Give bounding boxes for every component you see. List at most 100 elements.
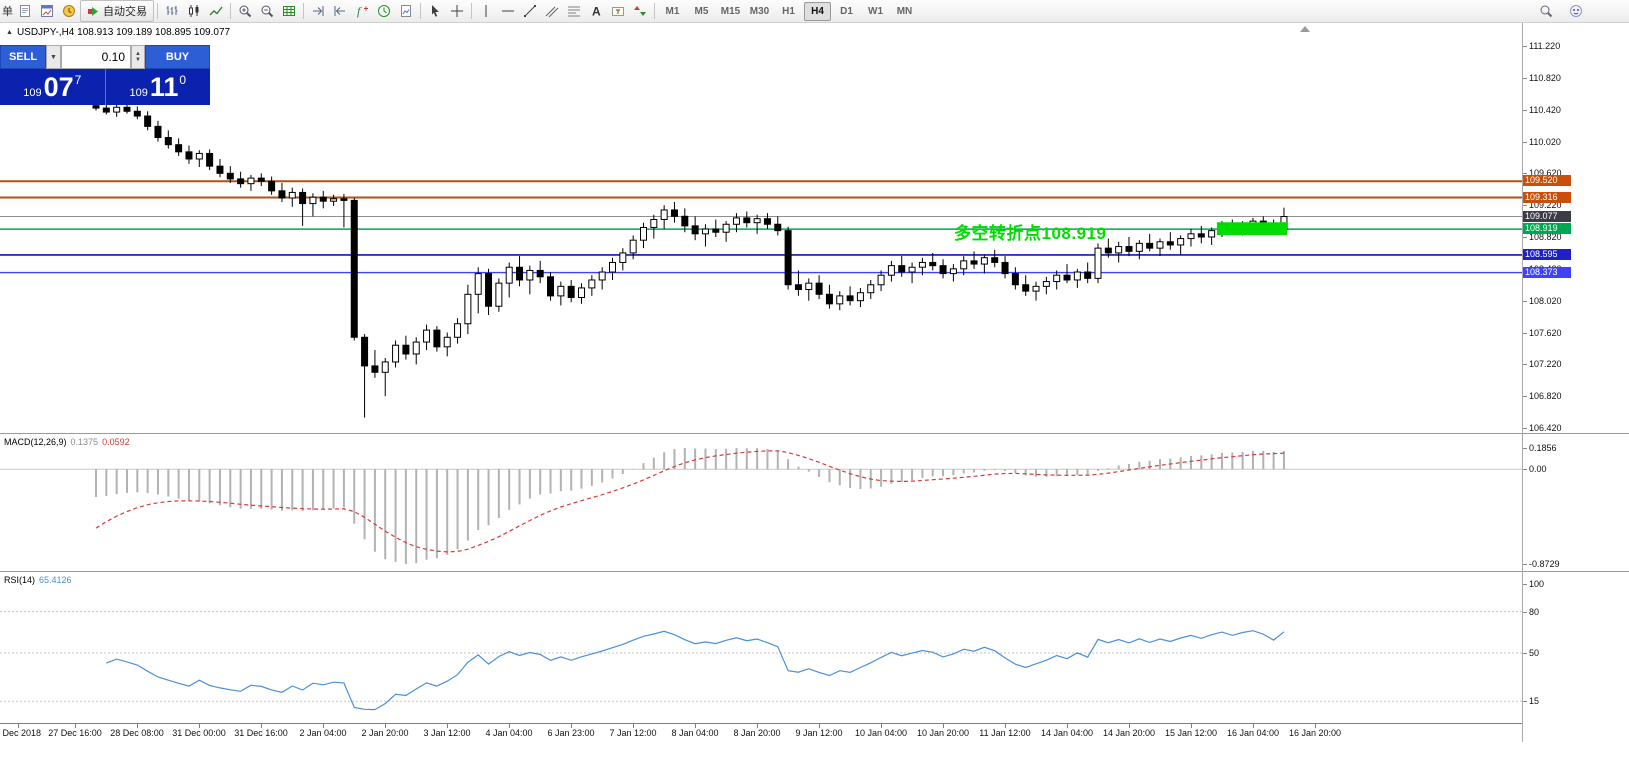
time-tick — [199, 724, 200, 728]
macd-name: MACD(12,26,9) — [4, 437, 67, 447]
arrows-icon[interactable] — [629, 1, 651, 21]
new-order-icon[interactable] — [14, 1, 36, 21]
main-chart[interactable] — [0, 23, 1522, 433]
panel-separator[interactable] — [0, 571, 1629, 572]
chart-window-icon[interactable] — [36, 1, 58, 21]
macd-main-value: 0.1375 — [70, 437, 99, 447]
time-axis[interactable]: 7 Dec 2018 27 Dec 16:00 28 Dec 08:00 31 Dec… — [0, 723, 1522, 743]
channel-icon[interactable] — [541, 1, 563, 21]
line-chart-icon[interactable] — [205, 1, 227, 21]
price-axis-tick: 108.020 — [1529, 295, 1562, 306]
chart-shift-icon[interactable] — [329, 1, 351, 21]
price-level-label: 109.520 — [1523, 175, 1571, 187]
time-tick — [323, 724, 324, 728]
toolbar-separator — [157, 3, 158, 19]
crosshair-icon[interactable] — [446, 1, 468, 21]
price-level-label: 108.595 — [1523, 248, 1571, 260]
time-label: 16 Jan 20:00 — [1288, 728, 1342, 738]
macd-panel[interactable] — [0, 434, 1522, 571]
time-tick — [1315, 724, 1316, 728]
auto-trading-button[interactable]: 自动交易 — [80, 0, 154, 22]
time-tick — [943, 724, 944, 728]
new-order-button[interactable]: 单 — [2, 6, 13, 18]
time-label: 7 Jan 12:00 — [609, 728, 657, 738]
zoom-in-icon[interactable] — [234, 1, 256, 21]
price-axis-tick: 106.820 — [1529, 391, 1562, 402]
price-axis-tick: 106.420 — [1529, 423, 1562, 433]
text-label-icon[interactable] — [607, 1, 629, 21]
fibonacci-icon[interactable] — [563, 1, 585, 21]
timeframe-button-d1[interactable]: D1 — [840, 5, 853, 17]
sell-price[interactable]: 109 07 7 — [0, 69, 105, 105]
time-tick — [261, 724, 262, 728]
timeframe-button-h1[interactable]: H1 — [782, 5, 795, 17]
price-axis-tick: 109.620 — [1529, 168, 1562, 179]
time-tick — [1129, 724, 1130, 728]
time-label: 6 Jan 23:00 — [547, 728, 595, 738]
toolbar-separator — [654, 3, 655, 19]
timeframe-button-m30[interactable]: M30 — [749, 5, 770, 17]
time-tick — [18, 724, 19, 728]
price-axis-tick: 110.020 — [1529, 136, 1561, 147]
timeframe-button-w1[interactable]: W1 — [868, 5, 883, 17]
time-label: 10 Jan 20:00 — [916, 728, 970, 738]
candlestick-chart-icon[interactable] — [183, 1, 205, 21]
stepper-down-icon[interactable]: ▼ — [135, 57, 141, 63]
toolbar: 单 自动交易 f A M1 M5 M15 M30 H1 H4 D1 W1 MN — [0, 0, 1629, 23]
search-icon[interactable] — [1535, 1, 1557, 21]
timeframe-button-m1[interactable]: M1 — [665, 5, 680, 17]
lot-dropdown-button[interactable]: ▼ — [46, 45, 61, 69]
price-axis-tick: 107.620 — [1529, 327, 1562, 338]
time-label: 16 Jan 04:00 — [1226, 728, 1280, 738]
sell-button[interactable]: SELL — [0, 45, 46, 69]
trendline-icon[interactable] — [519, 1, 541, 21]
time-label: 9 Jan 12:00 — [795, 728, 843, 738]
time-label: 7 Dec 2018 — [0, 728, 42, 738]
cursor-icon[interactable] — [424, 1, 446, 21]
time-label: 28 Dec 08:00 — [110, 728, 164, 738]
periods-icon[interactable] — [373, 1, 395, 21]
sell-price-sup: 7 — [74, 73, 82, 87]
time-label: 11 Jan 12:00 — [979, 728, 1031, 738]
price-axis[interactable]: 111.220 110.820 110.420 110.020 109.620 109.2… — [1523, 23, 1629, 742]
text-icon[interactable]: A — [585, 1, 607, 21]
chart-annotation[interactable]: 多空转折点108.919 — [954, 224, 1107, 243]
macd-scale-label: 0.00 — [1529, 464, 1547, 475]
price-level-label: 108.919 — [1523, 223, 1571, 235]
toolbar-separator — [420, 3, 421, 19]
lot-size-input[interactable]: 0.10 — [61, 45, 131, 69]
templates-icon[interactable] — [395, 1, 417, 21]
rsi-panel[interactable] — [0, 572, 1522, 723]
time-tick — [695, 724, 696, 728]
market-watch-icon[interactable] — [58, 1, 80, 21]
zoom-out-icon[interactable] — [256, 1, 278, 21]
grid-icon[interactable] — [278, 1, 300, 21]
bar-chart-icon[interactable] — [161, 1, 183, 21]
toolbar-right-group — [1535, 1, 1629, 21]
buy-button[interactable]: BUY — [145, 45, 210, 69]
time-label: 2 Jan 04:00 — [299, 728, 347, 738]
one-click-trading-panel: SELL ▼ 0.10 ▲ ▼ BUY 109 07 7 109 11 0 — [0, 45, 210, 105]
auto-scroll-icon[interactable] — [307, 1, 329, 21]
symbol-ohlc-text: USDJPY-,H4 108.913 109.189 108.895 109.0… — [16, 27, 231, 38]
time-tick — [509, 724, 510, 728]
time-tick — [1005, 724, 1006, 728]
lot-stepper[interactable]: ▲ ▼ — [131, 45, 145, 69]
indicators-icon[interactable]: f — [351, 1, 373, 21]
timeframe-button-m5[interactable]: M5 — [694, 5, 709, 17]
time-label: 2 Jan 20:00 — [361, 728, 409, 738]
price-axis-tick: 110.820 — [1529, 72, 1561, 83]
horizontal-line-icon[interactable] — [497, 1, 519, 21]
time-tick — [1191, 724, 1192, 728]
assistant-icon[interactable] — [1565, 1, 1587, 21]
sell-price-prefix: 109 — [23, 87, 42, 99]
timeframe-button-m15[interactable]: M15 — [720, 5, 741, 17]
buy-price[interactable]: 109 11 0 — [104, 69, 211, 105]
timeframe-button-mn[interactable]: MN — [896, 5, 913, 17]
timeframe-button-h4[interactable]: H4 — [804, 1, 831, 21]
stepper-up-icon[interactable]: ▲ — [135, 51, 141, 57]
panel-separator[interactable] — [0, 433, 1629, 434]
svg-text:f: f — [357, 4, 362, 18]
vertical-line-icon[interactable] — [475, 1, 497, 21]
time-tick — [137, 724, 138, 728]
